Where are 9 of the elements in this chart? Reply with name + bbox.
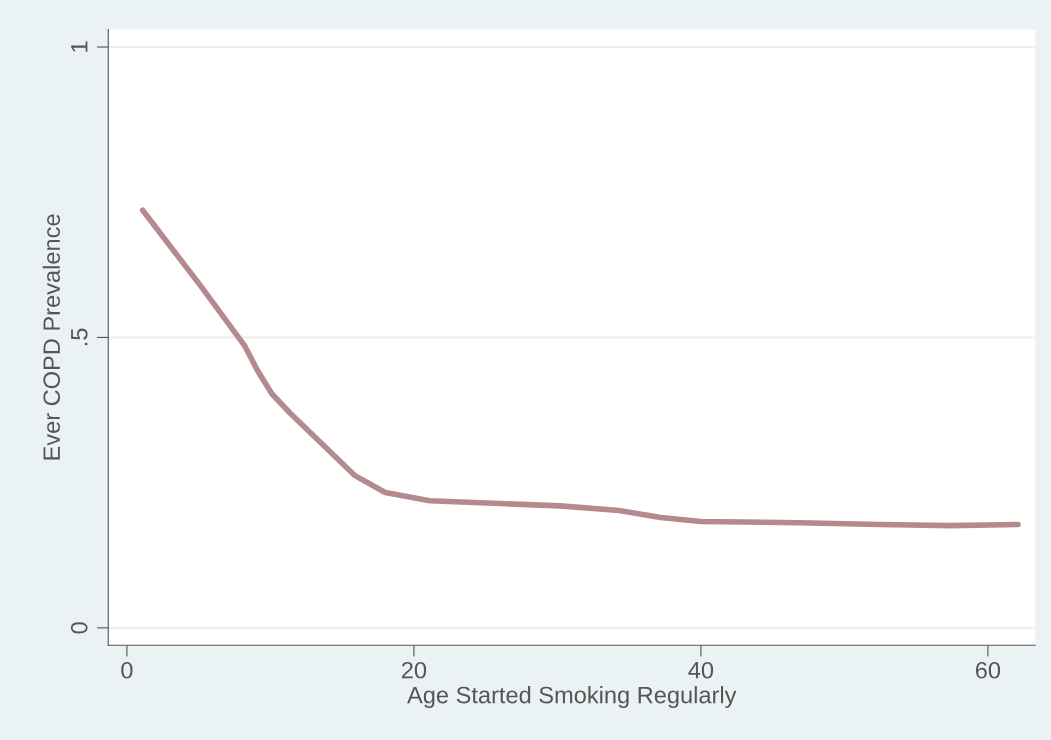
y-tick-label: 0 (70, 622, 88, 634)
x-axis-title: Age Started Smoking Regularly (407, 686, 737, 709)
x-tick-label: 60 (975, 661, 1001, 679)
x-tick-label: 20 (401, 661, 427, 679)
x-tick-label: 40 (688, 661, 714, 679)
y-axis-title: Ever COPD Prevalence (42, 214, 61, 460)
x-tick-label: 0 (121, 661, 133, 679)
y-tick-label: 1 (71, 41, 88, 52)
y-tick-label: .5 (71, 328, 88, 346)
